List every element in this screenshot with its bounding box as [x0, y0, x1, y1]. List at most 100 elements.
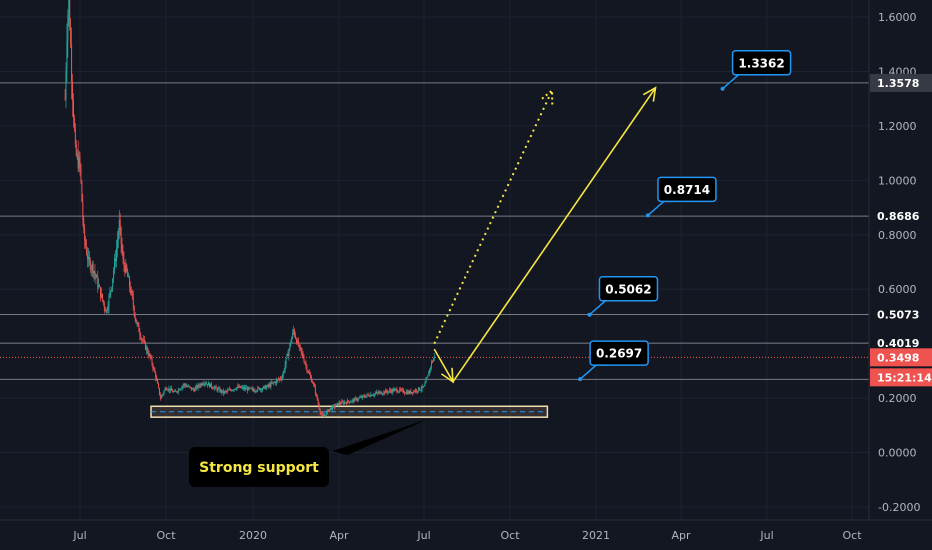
candle: [273, 381, 275, 386]
candle-body: [120, 226, 122, 244]
candle-body: [284, 364, 286, 371]
candle: [334, 403, 336, 409]
candle-body: [182, 385, 184, 387]
candle: [123, 251, 125, 272]
candle: [146, 346, 148, 355]
candle: [214, 385, 216, 391]
candle: [148, 350, 150, 357]
candle: [81, 180, 83, 203]
candle-body: [299, 344, 301, 348]
candle-body: [404, 393, 406, 394]
candle: [351, 399, 353, 404]
candle: [73, 114, 75, 133]
candle-body: [226, 391, 228, 392]
candle: [198, 383, 200, 389]
candle-body: [249, 387, 251, 389]
target-callout[interactable]: 0.2697: [578, 340, 649, 382]
candle: [388, 390, 390, 394]
candle-body: [117, 233, 119, 241]
candle: [391, 387, 393, 396]
candle-body: [350, 401, 352, 403]
candle-body: [298, 344, 300, 346]
candle-body: [416, 389, 418, 392]
candle-body: [348, 401, 350, 403]
candle: [314, 384, 316, 397]
candle: [221, 389, 223, 396]
candle: [302, 351, 304, 360]
candle: [370, 391, 372, 398]
candle-body: [327, 409, 329, 412]
candle: [384, 390, 386, 396]
candle-body: [394, 388, 396, 390]
candle: [85, 235, 87, 249]
candle: [304, 361, 306, 365]
candle-body: [285, 358, 287, 365]
candle-body: [334, 405, 336, 408]
y-tick-label: 0.8000: [878, 229, 917, 242]
x-tick-label: Jul: [759, 529, 773, 542]
candle-body: [273, 382, 275, 384]
candle: [227, 388, 229, 391]
target-callout[interactable]: 0.8714: [645, 176, 717, 218]
candle: [97, 270, 99, 293]
candle-body: [213, 387, 215, 389]
candle-body: [223, 390, 225, 394]
candle: [101, 287, 102, 299]
candle: [242, 384, 244, 391]
target-callout[interactable]: 0.5062: [587, 276, 659, 317]
candle: [232, 389, 234, 392]
candle: [418, 387, 420, 391]
candle: [270, 380, 272, 390]
candle-body: [340, 403, 342, 405]
candle-body: [219, 388, 221, 392]
candle: [377, 390, 379, 395]
candle-body: [323, 415, 325, 417]
candle-body: [243, 387, 245, 389]
countdown-badge: 15:21:14: [870, 368, 932, 387]
candle-body: [347, 400, 349, 402]
candle-body: [272, 382, 274, 384]
candle: [253, 387, 255, 392]
candle-body: [263, 385, 265, 387]
candle-body: [412, 392, 414, 394]
candle: [127, 268, 129, 278]
candle: [283, 368, 285, 374]
x-tick-label: Jul: [416, 529, 430, 542]
candle-body: [193, 389, 195, 392]
candle-body: [253, 390, 255, 392]
candle: [430, 366, 432, 373]
candle-body: [247, 387, 249, 391]
candle: [191, 387, 193, 390]
candle-body: [167, 389, 169, 391]
candle: [126, 263, 128, 273]
time-axis[interactable]: Jul Oct 2020 Apr Jul Oct 2021 Apr Jul Oct: [72, 529, 862, 542]
candle: [130, 286, 132, 296]
callout-label: 1.3362: [738, 56, 784, 70]
candle: [424, 381, 426, 387]
candle: [109, 286, 111, 298]
candle: [117, 227, 119, 249]
candle-body: [124, 265, 126, 273]
candle-body: [88, 256, 90, 261]
candle-body: [86, 246, 88, 255]
candle-body: [288, 349, 290, 356]
candle: [248, 386, 250, 391]
candle: [272, 382, 274, 385]
candle: [400, 386, 402, 392]
candle-body: [359, 396, 361, 398]
candle-body: [250, 387, 252, 389]
candle-body: [306, 365, 308, 371]
candle-body: [257, 387, 259, 391]
candle: [137, 322, 139, 327]
target-callouts: 1.3362 0.8714 0.5062 0.2697: [578, 50, 792, 382]
candle-body: [430, 367, 432, 370]
candle-body: [375, 392, 377, 394]
candle: [239, 384, 241, 389]
candle: [220, 389, 222, 394]
candle: [184, 382, 186, 388]
candle: [366, 392, 368, 398]
target-callout[interactable]: 1.3362: [720, 50, 792, 91]
candle: [267, 383, 269, 389]
